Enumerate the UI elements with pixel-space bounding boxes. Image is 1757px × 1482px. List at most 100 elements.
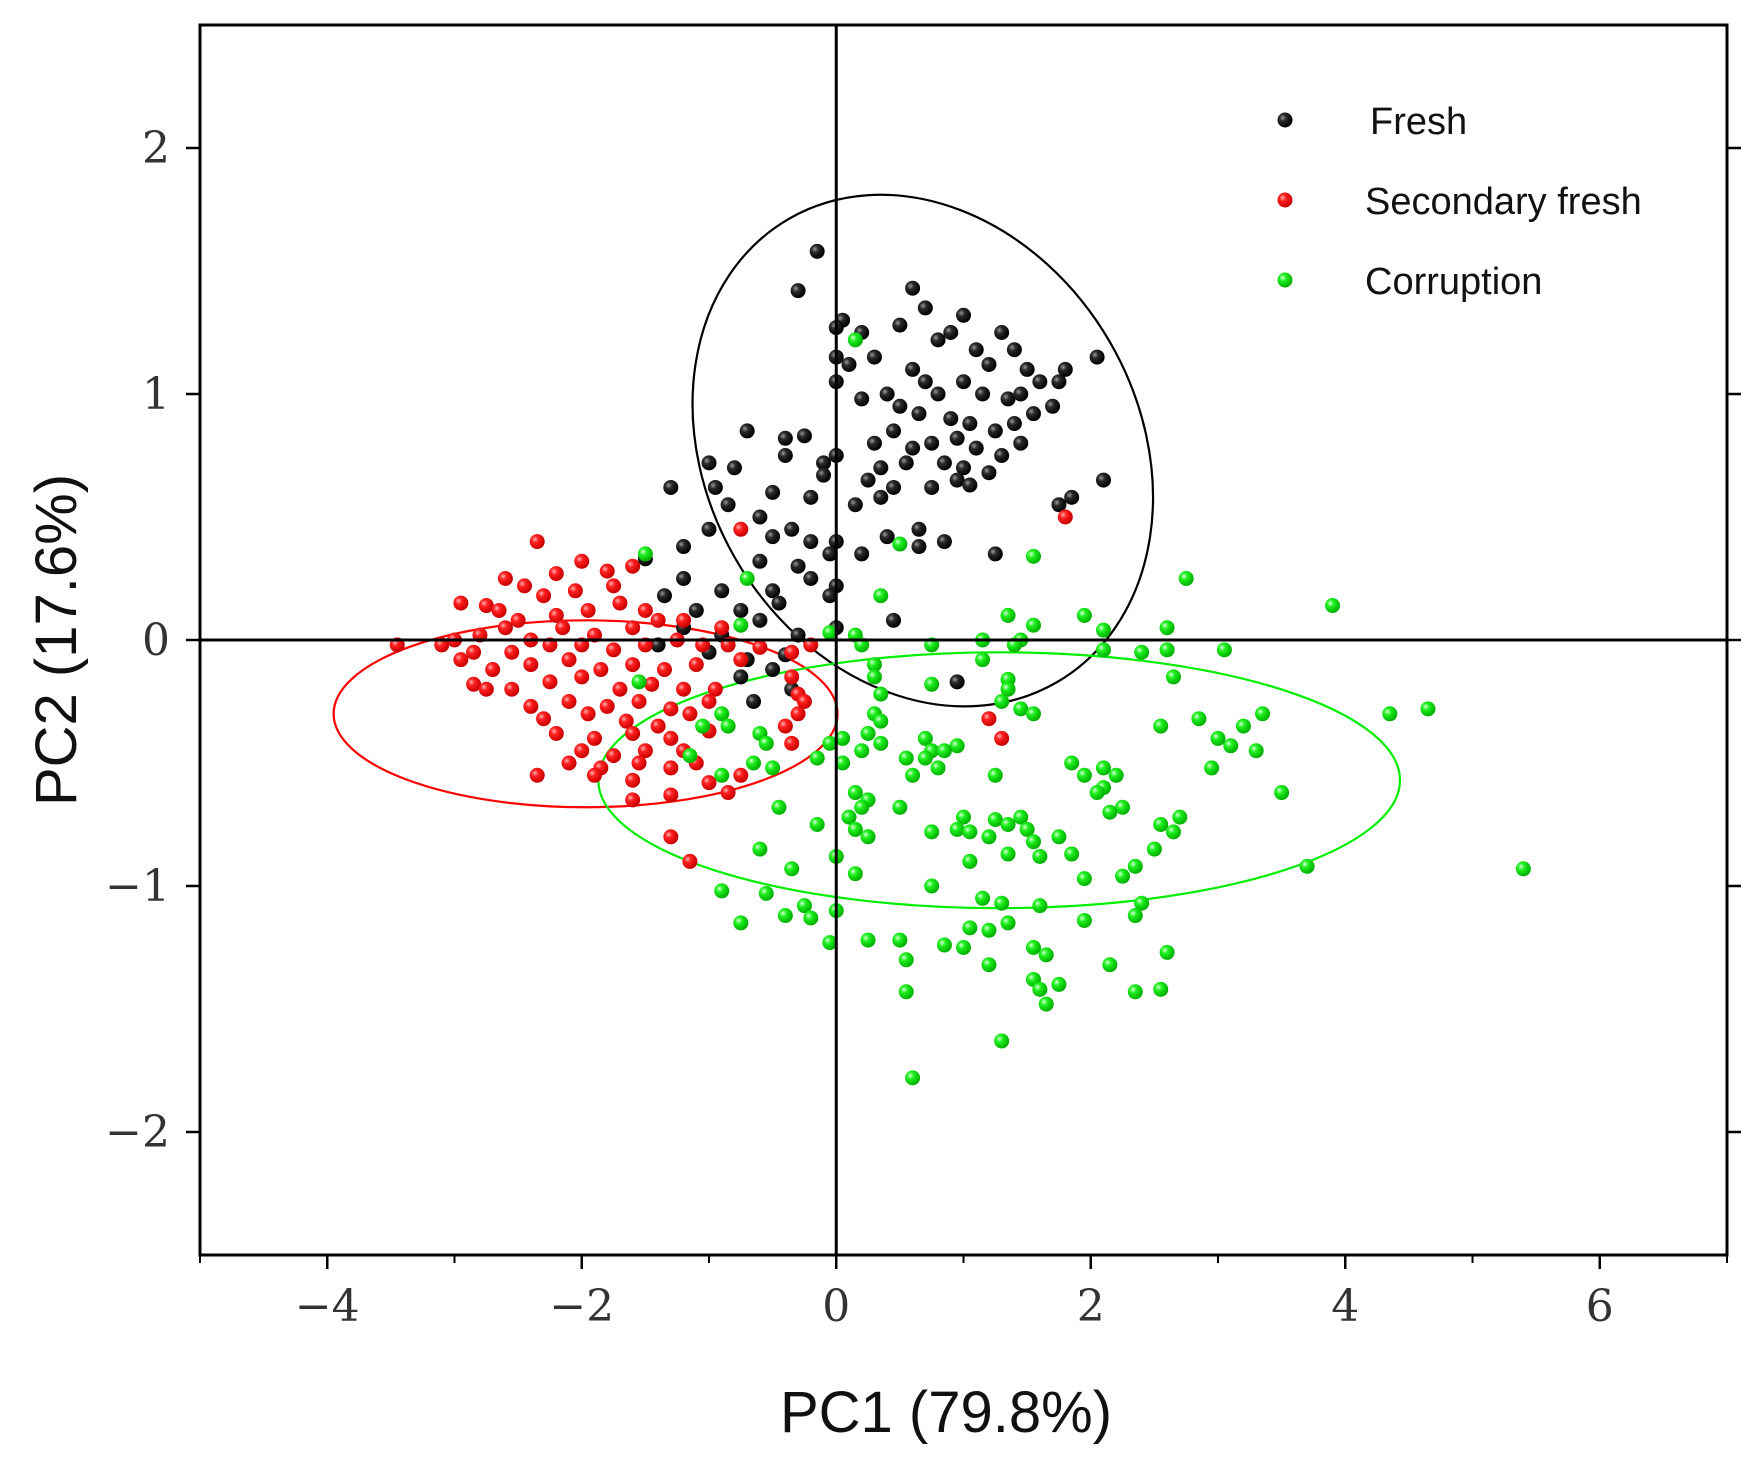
point-corruption	[1165, 824, 1181, 840]
point-corruption	[695, 718, 711, 734]
point-fresh	[949, 472, 965, 488]
point-corruption	[981, 957, 997, 973]
point-secondary-fresh	[625, 558, 641, 574]
point-secondary-fresh	[733, 652, 749, 668]
point-corruption	[860, 725, 876, 741]
point-secondary-fresh	[650, 612, 666, 628]
point-secondary-fresh	[523, 698, 539, 714]
point-corruption	[866, 669, 882, 685]
point-secondary-fresh	[637, 602, 653, 618]
point-fresh	[847, 497, 863, 513]
point-corruption	[1076, 871, 1092, 887]
point-fresh	[1000, 391, 1016, 407]
point-fresh	[956, 307, 971, 323]
point-corruption	[1051, 976, 1067, 992]
point-fresh	[809, 243, 825, 259]
point-fresh	[1025, 406, 1041, 422]
point-corruption	[758, 885, 774, 901]
point-secondary-fresh	[548, 566, 564, 582]
point-fresh	[1051, 497, 1067, 513]
y-tick-label: −1	[105, 861, 170, 912]
point-fresh	[784, 521, 800, 537]
point-secondary-fresh	[663, 701, 679, 717]
point-corruption	[1248, 743, 1264, 759]
point-fresh	[873, 460, 889, 476]
point-fresh	[803, 534, 819, 550]
point-secondary-fresh	[516, 578, 532, 594]
point-fresh	[1089, 349, 1105, 365]
point-fresh	[822, 588, 838, 604]
point-corruption	[949, 821, 965, 837]
data-points	[389, 243, 1531, 1086]
point-secondary-fresh	[548, 607, 564, 623]
point-fresh	[949, 430, 965, 446]
point-corruption	[1146, 841, 1162, 857]
point-fresh	[905, 440, 921, 456]
point-secondary-fresh	[593, 662, 609, 678]
legend-marker-corruption	[1277, 272, 1293, 288]
point-fresh	[726, 460, 742, 476]
point-fresh	[854, 546, 870, 562]
point-corruption	[1127, 984, 1143, 1000]
point-secondary-fresh	[796, 694, 812, 709]
point-secondary-fresh	[790, 706, 806, 722]
point-corruption	[1255, 706, 1271, 722]
point-fresh	[917, 374, 933, 390]
point-secondary-fresh	[625, 725, 641, 741]
point-corruption	[1032, 898, 1048, 914]
axis-ticks: −4 −2 0 2 4 6 −2 −1 0 1 2	[105, 123, 1741, 1332]
point-corruption	[771, 799, 787, 815]
point-fresh	[956, 460, 971, 476]
point-secondary-fresh	[478, 598, 494, 614]
point-corruption	[682, 748, 698, 764]
point-fresh	[707, 479, 723, 495]
point-fresh	[676, 571, 692, 586]
point-corruption	[1178, 571, 1194, 586]
point-fresh	[854, 391, 870, 407]
point-fresh	[905, 361, 921, 377]
point-secondary-fresh	[676, 612, 692, 628]
point-fresh	[924, 435, 940, 451]
point-corruption	[873, 713, 889, 729]
point-corruption	[835, 730, 851, 746]
point-corruption	[637, 546, 653, 562]
point-corruption	[1076, 607, 1092, 623]
point-secondary-fresh	[1057, 509, 1073, 525]
point-secondary-fresh	[555, 620, 571, 636]
point-corruption	[1095, 760, 1111, 776]
point-corruption	[1223, 738, 1239, 754]
point-corruption	[1108, 767, 1124, 783]
x-axis-title: PC1 (79.8%)	[780, 1380, 1112, 1445]
point-corruption	[873, 686, 889, 702]
point-secondary-fresh	[733, 767, 749, 783]
point-fresh	[714, 583, 730, 599]
point-secondary-fresh	[466, 644, 482, 660]
point-corruption	[1025, 940, 1041, 955]
point-corruption	[1102, 804, 1118, 820]
point-corruption	[809, 750, 825, 766]
point-corruption	[1204, 760, 1220, 776]
point-corruption	[822, 735, 838, 751]
point-corruption	[1127, 908, 1143, 924]
point-secondary-fresh	[504, 681, 520, 697]
point-corruption	[994, 1033, 1010, 1049]
point-fresh	[733, 602, 749, 618]
point-secondary-fresh	[567, 583, 583, 599]
point-corruption	[847, 866, 863, 882]
point-secondary-fresh	[586, 767, 602, 783]
point-corruption	[924, 878, 940, 894]
point-corruption	[1191, 711, 1207, 727]
point-corruption	[1089, 785, 1105, 801]
point-fresh	[886, 423, 902, 439]
point-fresh	[892, 317, 908, 333]
point-secondary-fresh	[637, 743, 653, 759]
point-secondary-fresh	[784, 644, 800, 660]
point-secondary-fresh	[536, 588, 552, 604]
ellipse-fresh	[691, 193, 1155, 708]
point-fresh	[796, 428, 812, 444]
point-corruption	[822, 935, 838, 951]
point-fresh	[1095, 472, 1111, 488]
point-secondary-fresh	[574, 743, 590, 759]
point-corruption	[784, 861, 800, 877]
